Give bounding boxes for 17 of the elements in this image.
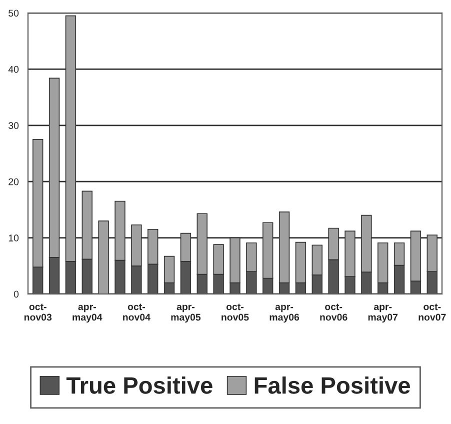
x-tick-label: apr- may04	[72, 304, 102, 323]
x-tick-label: oct- nov05	[222, 304, 249, 321]
y-tick-label: 20	[8, 178, 19, 186]
y-tick-label: 10	[8, 234, 19, 242]
x-tick-label: apr- may07	[368, 304, 398, 323]
y-tick-label: 40	[8, 66, 19, 73]
y-tick-label: 0	[14, 290, 19, 298]
x-tick-label: oct- nov06	[320, 304, 348, 321]
y-tick-label: 50	[8, 10, 19, 17]
x-tick-label: oct- nov03	[24, 304, 52, 321]
x-tick-label: oct- nov07	[418, 304, 446, 321]
x-tick-label: apr- may05	[171, 304, 201, 323]
x-tick-label: apr- may06	[270, 304, 300, 323]
legend-label: True Positive	[66, 376, 212, 394]
y-tick-label: 30	[8, 122, 19, 130]
x-tick-label: oct- nov04	[123, 304, 150, 321]
legend-label: False Positive	[254, 376, 410, 394]
